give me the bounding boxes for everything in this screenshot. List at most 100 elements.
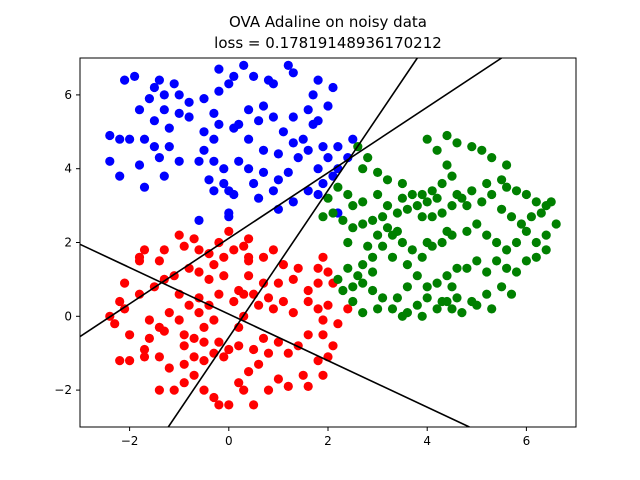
data-point <box>209 108 219 118</box>
data-point <box>239 241 249 251</box>
data-point <box>333 274 343 284</box>
data-point <box>224 400 234 410</box>
data-point <box>318 370 328 380</box>
data-point <box>199 322 209 332</box>
data-point <box>293 153 303 163</box>
data-point <box>273 374 283 384</box>
data-point <box>209 348 219 358</box>
data-point <box>472 256 482 266</box>
data-point <box>447 304 457 314</box>
data-point <box>521 226 532 236</box>
data-point <box>303 145 313 155</box>
data-point <box>174 156 184 166</box>
data-point <box>263 348 274 358</box>
data-point <box>348 223 358 233</box>
data-point <box>179 330 189 340</box>
data-point <box>516 219 527 229</box>
data-point <box>174 108 184 118</box>
data-point <box>229 296 239 307</box>
data-point <box>179 341 189 351</box>
data-point <box>397 193 407 203</box>
data-point <box>343 263 353 273</box>
data-point <box>159 90 169 100</box>
x-tick-label: −2 <box>121 434 139 448</box>
data-point <box>368 215 378 225</box>
data-point <box>204 274 214 284</box>
data-point <box>338 215 348 225</box>
data-point <box>353 271 363 281</box>
data-point <box>313 263 323 273</box>
data-point <box>209 260 219 270</box>
data-point <box>139 245 150 255</box>
data-point <box>125 330 135 340</box>
data-point <box>209 186 219 196</box>
data-point <box>115 171 125 181</box>
data-point <box>412 201 422 211</box>
data-point <box>318 212 328 222</box>
data-point <box>343 237 353 248</box>
data-point <box>457 308 467 318</box>
data-point <box>472 219 482 229</box>
data-point <box>184 300 194 310</box>
data-point <box>427 186 437 196</box>
data-point <box>328 208 338 218</box>
data-point <box>447 201 457 211</box>
data-point <box>397 311 407 321</box>
data-point <box>224 79 234 89</box>
data-point <box>318 252 328 262</box>
data-point <box>234 341 244 351</box>
data-point <box>487 153 497 163</box>
data-point <box>407 189 417 200</box>
data-point <box>497 175 507 185</box>
data-point <box>358 260 368 270</box>
data-point <box>209 156 219 166</box>
data-point <box>194 267 204 277</box>
data-point <box>184 112 194 122</box>
data-point <box>482 230 492 240</box>
x-tick-label: 6 <box>523 434 531 448</box>
data-point <box>268 186 278 196</box>
data-point <box>452 263 462 273</box>
data-point <box>368 285 378 296</box>
data-point <box>199 127 209 137</box>
data-point <box>358 278 368 288</box>
data-point <box>432 278 442 288</box>
data-point <box>348 201 358 211</box>
data-point <box>105 156 115 166</box>
data-point <box>194 293 204 303</box>
data-point <box>120 304 130 314</box>
data-point <box>293 263 303 273</box>
data-point <box>179 359 189 369</box>
data-point <box>258 278 269 288</box>
data-point <box>427 212 437 222</box>
data-point <box>303 285 313 296</box>
data-point <box>531 197 541 207</box>
data-point <box>154 352 164 362</box>
data-point <box>358 164 368 174</box>
data-point <box>502 245 512 255</box>
data-point <box>125 134 135 144</box>
data-point <box>333 319 343 329</box>
decision-boundary-line <box>80 58 503 338</box>
data-point <box>139 134 150 144</box>
data-point <box>477 145 487 155</box>
data-point <box>298 134 308 144</box>
data-point <box>323 267 333 277</box>
data-point <box>318 142 328 152</box>
chart-subtitle: loss = 0.17819148936170212 <box>214 34 442 52</box>
data-point <box>318 330 328 340</box>
data-point <box>447 171 457 181</box>
data-point <box>308 119 318 129</box>
data-point <box>105 130 115 141</box>
x-tick-label: 2 <box>324 434 332 448</box>
data-point <box>159 245 169 255</box>
data-point <box>229 245 239 255</box>
data-point <box>373 167 383 177</box>
data-point <box>303 296 313 307</box>
data-point <box>402 204 412 214</box>
data-point <box>397 237 407 248</box>
data-point <box>487 304 497 314</box>
data-point <box>278 260 288 270</box>
data-point <box>249 71 259 81</box>
data-point <box>214 86 224 96</box>
